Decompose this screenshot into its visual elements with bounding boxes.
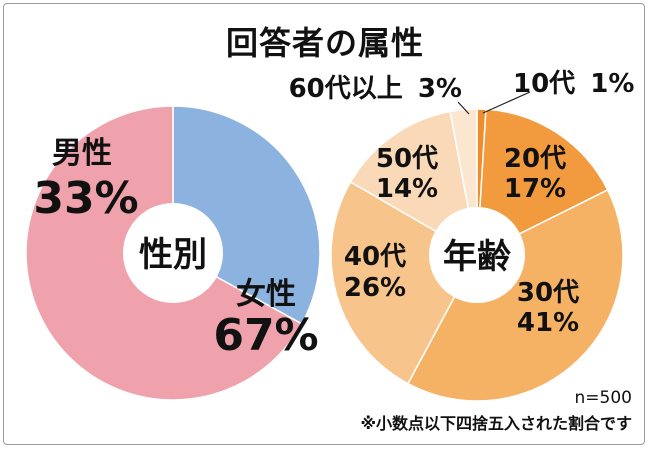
label-50s-name: 50代 [376,144,438,174]
label-20s-name: 20代 [504,144,566,174]
label-30s-value: 41% [517,308,579,338]
age-pie: 年齢 10代 1% 60代以上 3% 20代 17% 30代 41% 40代 2… [289,69,634,402]
slice-20s [476,108,609,257]
label-female-value: 67% [213,310,318,361]
label-male-value: 33% [33,173,138,224]
leader-line-60s-plus [457,101,470,115]
leader-line-10s [482,91,531,114]
label-50s-value: 14% [376,174,438,204]
label-60s-plus-value: 3% [418,74,462,104]
label-male-name: 男性 [52,136,112,171]
slice-30s [406,188,624,402]
age-pie-hole [429,207,525,303]
footnote: ※小数点以下四捨五入された割合です [360,414,632,433]
label-60s-plus-name: 60代以上 [289,74,403,104]
label-40s-name: 40代 [344,242,406,272]
label-40s-value: 26% [344,273,406,303]
label-60s-plus: 60代以上 3% [289,74,462,104]
label-10s-name: 10代 [513,69,575,99]
label-30s-name: 30代 [517,278,579,308]
label-female-name: 女性 [236,277,296,312]
slice-40s [330,180,479,385]
label-10s-value: 1% [590,69,634,99]
chart-title: 回答者の属性 [225,24,424,62]
gender-center-label: 性別 [139,235,207,275]
label-10s: 10代 1% [513,69,634,99]
sample-size: n=500 [574,388,632,408]
gender-pie-hole [123,203,223,303]
gender-pie: 性別 男性 33% 女性 67% [25,105,321,401]
label-20s-value: 17% [504,174,566,204]
age-center-label: 年齢 [443,237,511,277]
